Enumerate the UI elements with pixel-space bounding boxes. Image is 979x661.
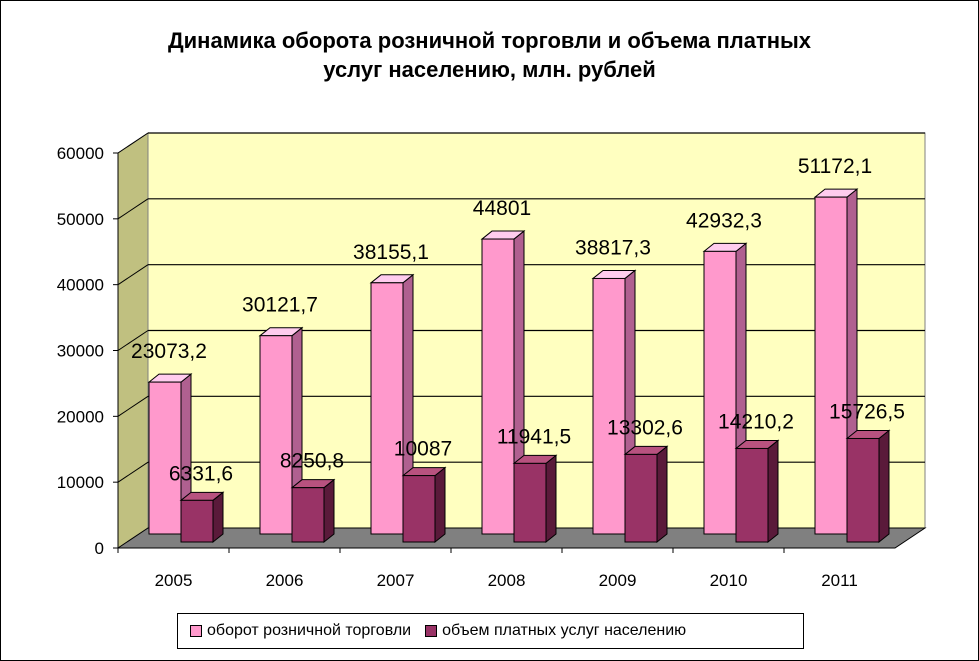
bar-services-2008 bbox=[513, 462, 547, 543]
bar-services-2006-side bbox=[323, 478, 335, 544]
bar-services-2005-side bbox=[212, 491, 224, 544]
data-label-retail-2006: 30121,7 bbox=[242, 294, 318, 317]
bar-services-2009 bbox=[624, 453, 658, 543]
gridline-side-40000 bbox=[117, 264, 149, 286]
bar-services-2010-side bbox=[767, 439, 779, 544]
y-tick-label: 10000 bbox=[57, 473, 104, 492]
data-label-retail-2011: 51172,1 bbox=[798, 155, 872, 178]
data-label-services-2006: 8250,8 bbox=[280, 450, 344, 473]
bar-retail-2007 bbox=[370, 282, 404, 535]
gridline-side-10000 bbox=[117, 461, 149, 483]
gridline-side-20000 bbox=[117, 395, 149, 417]
data-label-services-2008: 11941,5 bbox=[497, 425, 571, 448]
legend-label-retail: оборот розничной торговли bbox=[207, 622, 412, 639]
y-tick-label: 50000 bbox=[57, 210, 104, 229]
bar-services-2009-side bbox=[656, 445, 668, 544]
x-tick-label: 2007 bbox=[377, 571, 415, 590]
data-label-retail-2005: 23073,2 bbox=[131, 340, 207, 363]
x-tick-label: 2009 bbox=[599, 571, 637, 590]
gridline-side-50000 bbox=[117, 198, 149, 220]
bar-services-2006 bbox=[291, 487, 325, 543]
y-tick-label: 20000 bbox=[57, 407, 104, 426]
x-tick-label: 2010 bbox=[710, 571, 748, 590]
legend-swatch-retail bbox=[190, 625, 202, 637]
y-tick-label: 0 bbox=[95, 539, 104, 558]
bar-retail-2008 bbox=[481, 238, 515, 535]
data-label-services-2007: 10087 bbox=[394, 438, 452, 461]
bar-services-2007-side bbox=[434, 466, 446, 544]
y-tick-label: 30000 bbox=[57, 342, 104, 361]
data-label-retail-2008: 44801 bbox=[473, 197, 531, 220]
data-label-services-2011: 15726,5 bbox=[829, 400, 905, 423]
chart-legend: оборот розничной торговли объем платных … bbox=[177, 613, 804, 649]
data-label-retail-2010: 42932,3 bbox=[686, 209, 762, 232]
data-label-retail-2007: 38155,1 bbox=[353, 241, 429, 264]
bar-retail-2006 bbox=[259, 335, 293, 535]
x-tick-label: 2006 bbox=[266, 571, 304, 590]
gridline-side-30000 bbox=[117, 330, 149, 351]
legend-item-retail: оборот розничной торговли bbox=[190, 622, 411, 640]
bar-services-2011-side bbox=[878, 429, 890, 544]
bar-services-2005 bbox=[180, 499, 214, 543]
x-tick-label: 2008 bbox=[488, 571, 526, 590]
chart-title-line-1: Динамика оборота розничной торговли и об… bbox=[167, 28, 812, 53]
y-tick-label: 40000 bbox=[57, 276, 104, 295]
legend-label-services: объем платных услуг населению bbox=[442, 622, 687, 639]
legend-swatch-services bbox=[425, 625, 438, 637]
bar-services-2011 bbox=[846, 437, 880, 543]
chart-title: Динамика оборота розничной торговли и об… bbox=[0, 26, 979, 84]
bar-services-2007 bbox=[402, 475, 436, 543]
gridline-side-60000 bbox=[117, 132, 149, 154]
bar-retail-2005 bbox=[148, 381, 182, 535]
x-tick-label: 2011 bbox=[821, 571, 858, 590]
data-label-services-2009: 13302,6 bbox=[607, 416, 683, 439]
bar-services-2008-side bbox=[545, 454, 557, 544]
x-tick-label: 2005 bbox=[155, 571, 193, 590]
y-tick-label: 60000 bbox=[57, 144, 104, 163]
bar-retail-2009 bbox=[592, 277, 626, 535]
data-label-services-2010: 14210,2 bbox=[718, 410, 794, 433]
data-label-services-2005: 6331,6 bbox=[169, 462, 233, 485]
bar-services-2010 bbox=[735, 447, 769, 543]
bar-retail-2011 bbox=[814, 196, 848, 535]
chart-title-line-2: услуг населению, млн. рублей bbox=[323, 57, 656, 82]
legend-item-services: объем платных услуг населению bbox=[425, 622, 686, 640]
data-label-retail-2009: 38817,3 bbox=[575, 236, 651, 259]
bar-retail-2010 bbox=[703, 250, 737, 535]
